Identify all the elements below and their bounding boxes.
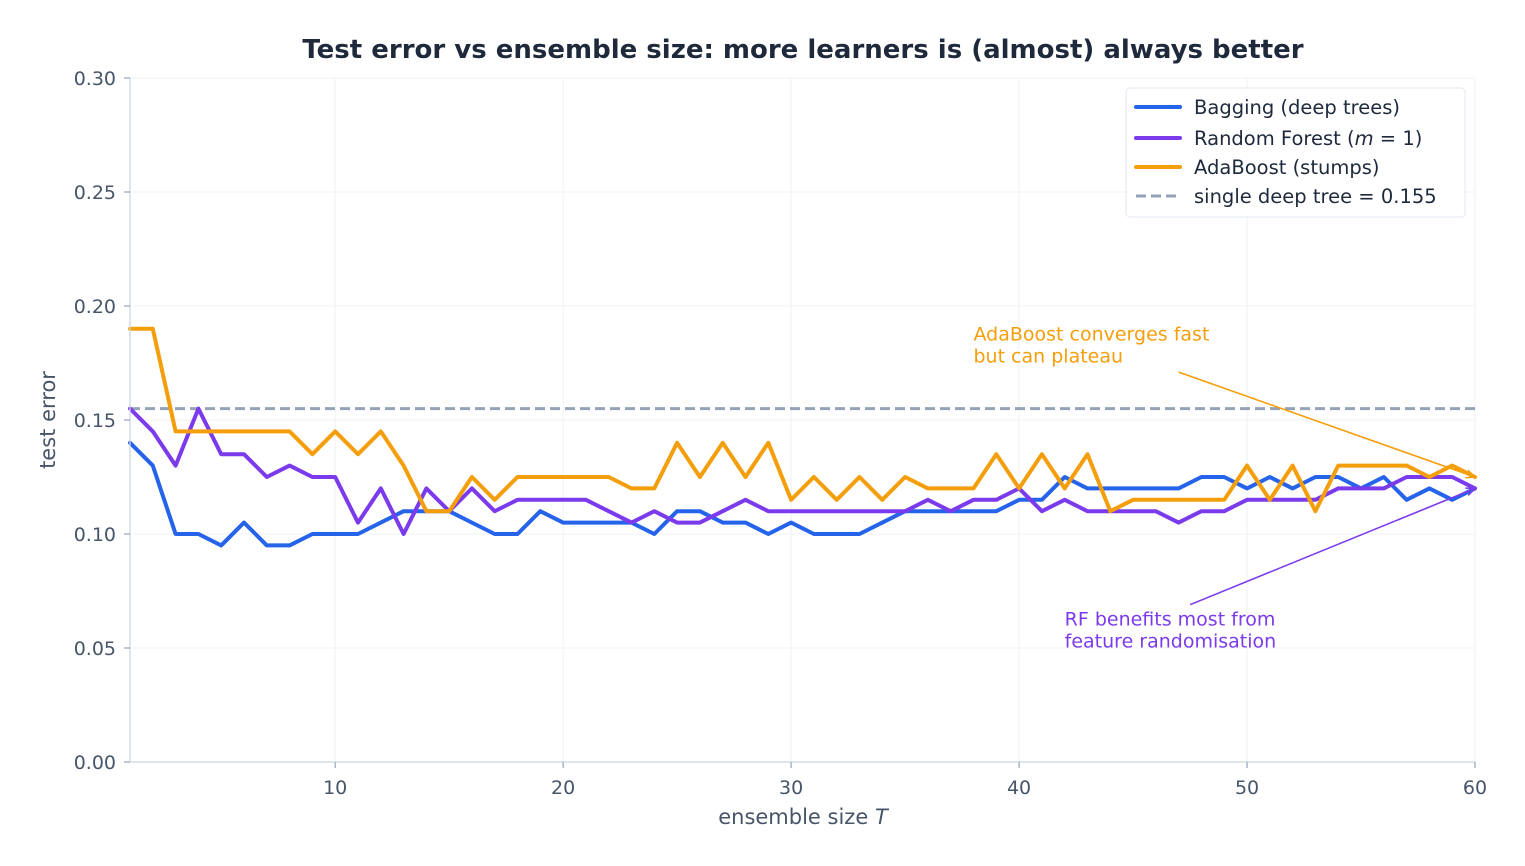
legend-label-2: AdaBoost (stumps) <box>1194 156 1379 179</box>
y-tick-label: 0.25 <box>74 182 116 204</box>
legend-box <box>1125 87 1466 218</box>
series-line-2 <box>128 326 1477 514</box>
y-tick-label: 0.10 <box>74 524 116 546</box>
y-tick-label: 0.30 <box>74 68 116 90</box>
annotation-arrow <box>1178 371 1475 477</box>
series-line-1 <box>128 406 1477 536</box>
y-tick-label: 0.15 <box>74 410 116 432</box>
legend-label-0: Bagging (deep trees) <box>1194 96 1400 119</box>
x-axis-label-variable: T <box>875 805 890 829</box>
chart-title: Test error vs ensemble size: more learne… <box>302 35 1303 65</box>
x-tick-label: 40 <box>1007 777 1031 799</box>
legend-label-part: Random Forest ( <box>1194 127 1355 150</box>
series-line-0 <box>128 440 1477 548</box>
x-tick-label: 20 <box>551 777 575 799</box>
x-tick-label: 30 <box>779 777 803 799</box>
series-layer <box>128 326 1477 548</box>
annotation-text: but can plateau <box>973 346 1123 368</box>
legend-label-1: Random Forest (m = 1) <box>1194 127 1422 150</box>
legend-label-reference: single deep tree = 0.155 <box>1194 185 1437 208</box>
annotation-arrow <box>1189 488 1475 606</box>
annotation-text: feature randomisation <box>1065 631 1277 653</box>
y-tick-label: 0.20 <box>74 296 116 318</box>
legend: Bagging (deep trees) Random Forest (m = 1… <box>1125 87 1466 218</box>
x-tick-label: 60 <box>1463 777 1487 799</box>
y-tick-label: 0.05 <box>74 638 116 660</box>
x-axis-label: ensemble size T <box>718 805 890 829</box>
legend-label-part: = 1) <box>1374 127 1423 150</box>
annotation-text: AdaBoost converges fast <box>973 324 1209 346</box>
y-axis-label: test error <box>36 371 60 469</box>
annotation-text: RF benefits most from <box>1065 609 1276 631</box>
axis-ticks: 10 20 30 40 50 60 0.00 0.05 0.10 0.15 0.20 0.25 0.30 <box>74 68 1487 799</box>
x-tick-label: 10 <box>323 777 347 799</box>
x-tick-label: 50 <box>1235 777 1259 799</box>
grid <box>130 77 1476 763</box>
legend-label-math: m <box>1355 127 1374 150</box>
x-axis-label-text: ensemble size <box>718 805 868 829</box>
y-tick-label: 0.00 <box>74 752 116 774</box>
